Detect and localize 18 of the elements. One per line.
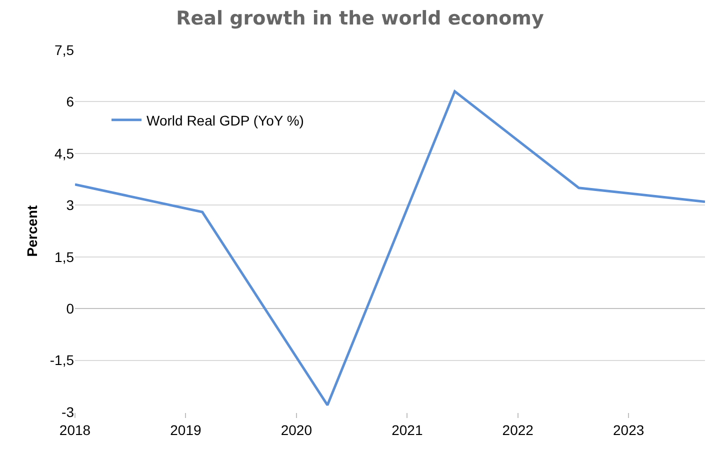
y-tick-label: 1,5	[54, 248, 74, 265]
x-tick-label: 2019	[170, 422, 202, 438]
y-tick-label: 3	[66, 197, 74, 214]
y-tick-label: 6	[66, 94, 74, 110]
y-tick-label: 7,5	[54, 42, 74, 58]
y-tick-label: 4,5	[54, 145, 74, 162]
x-tick-label: 2022	[502, 422, 534, 438]
x-tick-label: 2021	[392, 422, 423, 438]
y-tick-label: -3	[62, 404, 74, 420]
x-tick-label: 2023	[613, 422, 644, 438]
line-series	[75, 90, 705, 406]
y-axis-title: Percent	[24, 204, 40, 257]
y-tick-label: 0	[66, 300, 74, 316]
x-tick-label: 2018	[59, 422, 91, 438]
x-tick-label: 2020	[280, 422, 312, 438]
y-tick-label: -1,5	[50, 352, 74, 368]
chart-title: Real growth in the world economy	[176, 8, 544, 30]
legend-label: World Real GDP (YoY %)	[146, 112, 304, 128]
